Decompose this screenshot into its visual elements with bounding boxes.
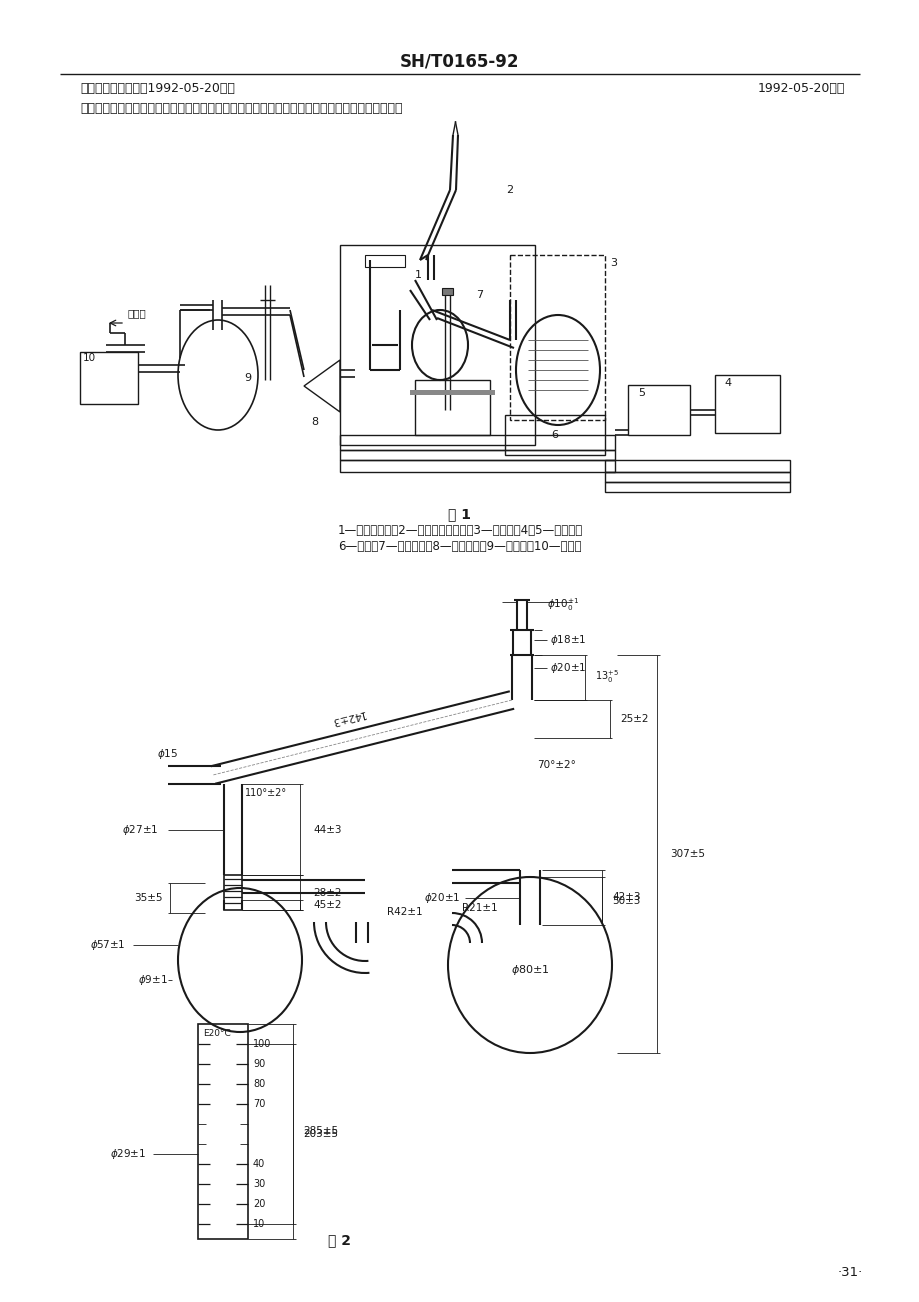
Text: 1: 1 [414,270,421,280]
Text: $\phi$10$^{+1}_{0}$: $\phi$10$^{+1}_{0}$ [547,596,579,613]
Text: 50±3: 50±3 [611,896,640,906]
Text: 20: 20 [253,1199,265,1210]
Text: 7: 7 [476,290,483,299]
Text: 30: 30 [253,1180,265,1189]
Text: $\phi$57±1: $\phi$57±1 [90,937,126,952]
Text: 图 1: 图 1 [448,506,471,521]
Text: E20°C: E20°C [203,1030,231,1039]
Text: $\phi$29±1: $\phi$29±1 [109,1147,146,1161]
Bar [340,460,614,473]
Text: 10: 10 [83,353,96,363]
Text: 100: 100 [253,1039,271,1049]
Bar [198,1023,248,1240]
Bar [410,391,494,395]
Text: 3: 3 [609,258,617,268]
Text: $\phi$15: $\phi$15 [157,747,178,760]
Text: R42±1: R42±1 [387,907,423,917]
Text: 80: 80 [253,1079,265,1088]
Text: 9: 9 [244,372,251,383]
Text: SH/T0165-92: SH/T0165-92 [400,53,519,72]
Text: 28±2: 28±2 [312,888,341,897]
Bar [605,482,789,492]
Text: 1992-05-20实施: 1992-05-20实施 [757,82,844,95]
Text: 307±5: 307±5 [669,849,704,859]
Text: 90: 90 [253,1059,265,1069]
Ellipse shape [177,888,301,1032]
Text: 25±2: 25±2 [619,713,648,724]
Text: 42±3: 42±3 [611,892,640,902]
Text: 70: 70 [253,1099,265,1109]
Ellipse shape [448,878,611,1053]
Text: 285±5: 285±5 [302,1126,338,1137]
Bar [505,415,605,454]
Bar [340,435,614,450]
Bar [340,245,535,445]
Bar [441,288,452,296]
Text: $\phi$9±1: $\phi$9±1 [138,973,168,987]
Bar [628,385,689,435]
Text: 110°±2°: 110°±2° [244,788,287,798]
Text: 8: 8 [312,417,318,427]
Text: $\phi$80±1: $\phi$80±1 [510,963,549,976]
Bar [340,450,614,460]
Bar [605,473,789,482]
Text: $\phi$20±1: $\phi$20±1 [550,661,585,674]
Text: 10: 10 [253,1219,265,1229]
Text: 5: 5 [637,388,644,398]
Bar [223,875,242,910]
Text: 45±2: 45±2 [312,900,341,910]
Bar [605,460,789,473]
Text: 35±5: 35±5 [134,893,163,904]
Text: 13$^{+5}_{0}$: 13$^{+5}_{0}$ [595,669,618,685]
Text: 的温度。安装仪器时，使温度计位于分馏瓶瓶颈中央，并且使温度计水银球的上边缘与分馏瓶支管: 的温度。安装仪器时，使温度计位于分馏瓶瓶颈中央，并且使温度计水银球的上边缘与分馏… [80,102,403,115]
Text: 203±5: 203±5 [302,1129,337,1139]
Text: $\phi$27±1: $\phi$27±1 [121,823,158,837]
Text: 2: 2 [505,185,513,195]
Text: 遮室外: 遮室外 [128,309,147,318]
Text: 中国石油化工总公司1992-05-20批准: 中国石油化工总公司1992-05-20批准 [80,82,234,95]
Text: 4: 4 [723,378,731,388]
Text: $\phi$20±1: $\phi$20±1 [423,891,460,905]
Text: 图 2: 图 2 [328,1233,351,1247]
Text: 6: 6 [550,430,558,440]
Text: 40: 40 [253,1159,265,1169]
Text: 6—电炉；7—高型烧杯；8—红外线灯；9—缓冲瓶；10—真空泵: 6—电炉；7—高型烧杯；8—红外线灯；9—缓冲瓶；10—真空泵 [338,540,581,553]
Text: 70°±2°: 70°±2° [537,760,576,769]
Bar [414,380,490,435]
Bar [80,352,138,404]
Text: 142±3: 142±3 [329,708,366,727]
Bar [365,255,404,267]
Text: $\phi$18±1: $\phi$18±1 [550,633,585,647]
Text: ·31·: ·31· [836,1266,862,1279]
Text: 44±3: 44±3 [312,825,341,835]
Text: R21±1: R21±1 [461,904,497,913]
Text: 1—真空压力计；2—减压馏程测定器；3—保温罩；4、5—变压器；: 1—真空压力计；2—减压馏程测定器；3—保温罩；4、5—变压器； [337,525,582,538]
Bar [714,375,779,434]
Bar [509,255,605,421]
